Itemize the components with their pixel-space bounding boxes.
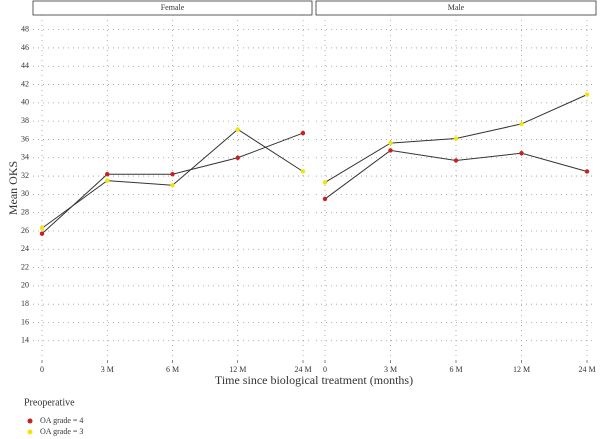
y-tick-label: 42 <box>21 79 29 88</box>
series-line <box>41 128 304 229</box>
data-point <box>519 121 524 127</box>
x-tick-label: 24 M <box>578 365 595 374</box>
x-axis-title: Time since biological treatment (months) <box>215 373 413 387</box>
x-tick-label: 12 M <box>513 365 530 374</box>
legend-label: OA grade = 3 <box>40 427 83 436</box>
facet-label: Male <box>448 3 465 12</box>
x-tick-label: 3 M <box>101 365 114 374</box>
x-tick-label: 6 M <box>166 365 179 374</box>
data-point <box>322 196 328 202</box>
data-point <box>235 127 240 132</box>
legend-swatch <box>27 429 33 435</box>
x-tick-label: 3 M <box>384 365 397 374</box>
y-tick-label: 48 <box>21 24 29 33</box>
x-tick-label: 6 M <box>449 365 462 374</box>
y-tick-label: 36 <box>21 134 29 143</box>
y-tick-label: 28 <box>21 207 29 216</box>
y-tick-label: 20 <box>21 281 29 290</box>
y-tick-label: 14 <box>21 336 29 345</box>
y-tick-label: 44 <box>21 61 29 70</box>
data-point <box>105 178 110 183</box>
data-point <box>388 140 393 146</box>
data-point <box>584 169 590 174</box>
data-point <box>453 136 459 141</box>
x-tick-label: 12 M <box>229 365 246 374</box>
y-tick-label: 24 <box>21 244 29 253</box>
data-point <box>235 155 240 160</box>
legend-title: Preoperative <box>24 397 75 408</box>
y-tick-label: 38 <box>21 116 29 125</box>
data-point <box>322 180 328 185</box>
y-tick-label: 26 <box>21 226 29 235</box>
y-tick-label: 32 <box>21 171 29 180</box>
legend-label: OA grade = 4 <box>40 416 83 425</box>
x-tick-label: 24 M <box>294 365 311 374</box>
y-tick-label: 34 <box>21 153 29 162</box>
data-point <box>170 172 175 177</box>
facet-label: Female <box>161 3 185 12</box>
data-point <box>170 183 175 188</box>
data-point <box>39 226 45 231</box>
data-point <box>300 130 306 136</box>
x-tick-label: 0 <box>323 365 327 374</box>
y-tick-label: 46 <box>21 43 29 52</box>
y-tick-label: 40 <box>21 98 29 107</box>
y-tick-label: 18 <box>21 299 29 308</box>
y-tick-label: 22 <box>21 262 29 271</box>
y-axis-title: Mean OKS <box>6 161 20 215</box>
legend-swatch <box>27 418 33 424</box>
data-point <box>584 92 590 97</box>
data-point <box>519 150 524 156</box>
data-point <box>300 169 306 174</box>
data-point <box>105 172 110 177</box>
data-point <box>453 158 459 163</box>
x-tick-label: 0 <box>40 365 44 374</box>
y-tick-label: 16 <box>21 317 29 326</box>
y-tick-label: 30 <box>21 189 29 198</box>
data-point <box>388 148 393 153</box>
data-point <box>39 231 45 236</box>
